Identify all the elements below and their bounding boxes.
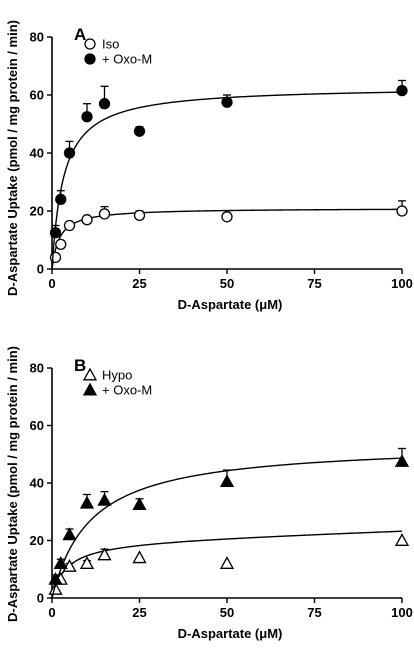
panel-b-x-tick-label: 50 [220, 605, 234, 620]
panel-b-data-point [219, 474, 235, 488]
panel-b-legend-label-1: Hypo [102, 368, 132, 383]
panel-a-legend-label-2: + Oxo-M [102, 52, 152, 67]
panel-a-x-tick-label: 50 [220, 276, 234, 291]
chart-panel-b: 0 20 40 60 80 0 25 50 75 100 D-Aspartate (μM) B Hypo… [30, 356, 413, 641]
panel-b-fit-curve-1 [51, 530, 403, 599]
panel-b-data-point [48, 582, 63, 595]
panel-b-y-tick-label: 20 [30, 533, 44, 548]
panel-b-data-point [132, 550, 147, 564]
panel-b-y-tick-label: 0 [37, 591, 44, 606]
panel-a-y-tick-label: 20 [30, 204, 44, 219]
panel-b-legend-label-2: + Oxo-M [102, 383, 152, 398]
panel-b-series-2 [48, 447, 410, 599]
panel-a-series-1 [49, 200, 408, 270]
panel-a-data-point [55, 238, 67, 251]
panel-a-y-tick-label: 40 [30, 146, 44, 161]
y-axis-label-panel-b: D-Aspartate Uptake (pmol / mg protein / … [5, 346, 20, 622]
panel-a-data-point [55, 193, 67, 206]
panel-b-letter: B [74, 356, 86, 375]
chart-panel-a: 0 20 40 60 80 0 25 50 75 100 D-Aspartate (μM) A Iso+… [30, 25, 413, 312]
panel-b-y-tick-label: 40 [30, 476, 44, 491]
panel-a-letter: A [74, 25, 86, 44]
panel-a-data-point [98, 98, 111, 110]
panel-a-data-point [81, 214, 93, 226]
panel-a-data-point [133, 125, 146, 137]
panel-b-y-tick-label: 80 [30, 361, 44, 376]
panel-a-legend-marker-2 [84, 53, 96, 65]
panel-b-x-tick-label: 75 [307, 605, 321, 620]
panel-b-series-1 [48, 530, 410, 599]
panel-a-data-point [98, 208, 111, 220]
panel-a-data-point [221, 96, 233, 108]
panel-a-data-point [221, 211, 233, 223]
panel-a-legend-marker-1 [84, 38, 96, 50]
panel-b-data-point [62, 527, 77, 541]
panel-b-data-point [79, 556, 95, 569]
panel-b-data-point [394, 454, 410, 467]
panel-b-legend-marker-1 [82, 367, 98, 381]
panel-b-data-point [97, 547, 112, 561]
panel-b-data-point [132, 497, 147, 511]
panel-b-legend-marker-2 [82, 382, 98, 396]
panel-a-x-tick-label: 0 [48, 276, 55, 291]
panel-a-series-2 [49, 79, 408, 270]
panel-a-fit-curve-1 [51, 208, 403, 270]
panel-a-y-tick-label: 60 [30, 88, 44, 103]
panel-a-data-point [81, 111, 93, 123]
panel-a-data-point [63, 147, 76, 159]
panel-a-x-tick-label: 25 [132, 276, 146, 291]
panel-a-x-tick-label: 100 [391, 276, 413, 291]
panel-a-y-tick-label: 0 [37, 262, 44, 277]
y-axis-label-panel-a: D-Aspartate Uptake (pmol / mg protein / … [5, 20, 20, 296]
panel-b-data-point [79, 495, 95, 509]
panel-a-x-axis-label: D-Aspartate (μM) [178, 297, 283, 312]
panel-b-x-tick-label: 25 [132, 605, 146, 620]
panel-b-y-tick-label: 60 [30, 418, 44, 433]
panel-b-x-tick-label: 100 [391, 605, 413, 620]
panel-b-data-point [97, 492, 112, 506]
panel-a-y-tick-label: 80 [30, 30, 44, 45]
panel-a-data-point [396, 85, 408, 97]
panel-b-x-axis-label: D-Aspartate (μM) [178, 626, 283, 641]
panel-a-legend-label-1: Iso [102, 37, 119, 52]
panel-b-data-point [53, 556, 68, 569]
panel-a-x-tick-label: 75 [307, 276, 321, 291]
panel-a-data-point [49, 227, 62, 239]
panel-a-data-point [396, 205, 408, 217]
panel-b-data-point [394, 533, 410, 546]
panel-b-data-point [219, 556, 235, 569]
panel-a-fit-curve-2 [51, 91, 403, 270]
panel-b-x-tick-label: 0 [48, 605, 55, 620]
panel-b-data-point [48, 571, 63, 585]
panel-a-data-point [63, 219, 76, 232]
panel-a-data-point [133, 209, 146, 222]
